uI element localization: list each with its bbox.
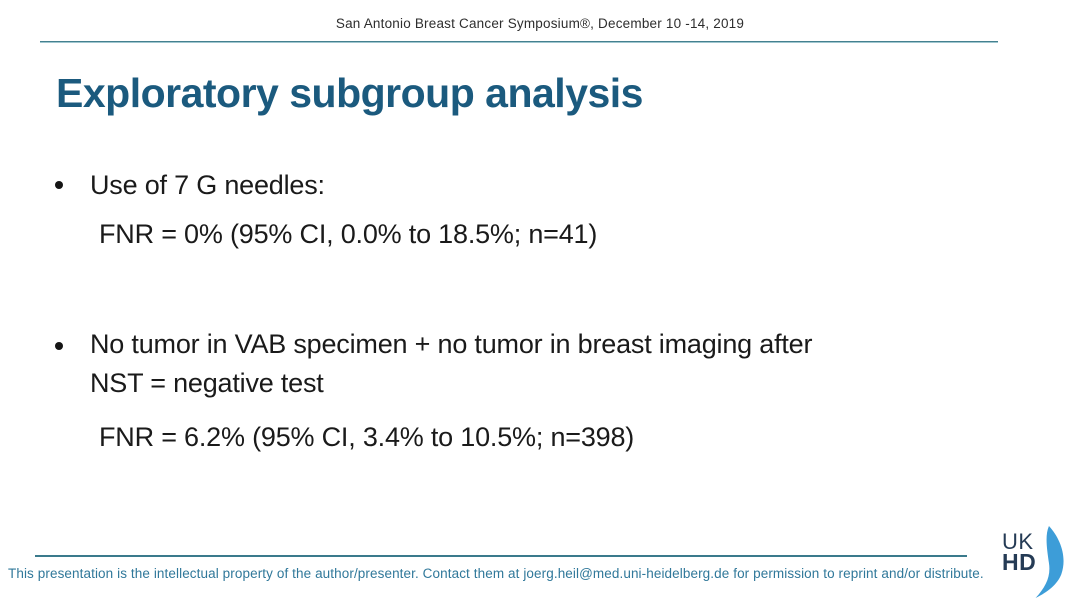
ukhd-logo-hd: HD (1002, 549, 1037, 576)
ukhd-logo-text: UK HD (1002, 529, 1037, 576)
footer-disclaimer: This presentation is the intellectual pr… (8, 566, 984, 581)
bullet-2-fnr-result: FNR = 6.2% (95% CI, 3.4% to 10.5%; n=398… (99, 422, 635, 452)
header-divider (40, 41, 998, 43)
logo-swoosh-icon (1035, 526, 1064, 598)
bullet-1-fnr-result: FNR = 0% (95% CI, 0.0% to 18.5%; n=41) (99, 219, 598, 249)
footer-divider (35, 555, 967, 557)
ukhd-logo-uk: UK (1002, 529, 1034, 554)
slide-title: Exploratory subgroup analysis (56, 70, 644, 116)
symposium-header: San Antonio Breast Cancer Symposium®, De… (335, 16, 745, 31)
bullet-2-text-line2: NST = negative test (90, 368, 324, 398)
ukhd-logo: UK HD (998, 526, 1070, 600)
bullet-marker (55, 181, 63, 189)
bullet-2-text-line1: No tumor in VAB specimen + no tumor in b… (90, 329, 813, 359)
bullet-1-text: Use of 7 G needles: (90, 170, 325, 200)
bullet-marker (55, 342, 63, 350)
